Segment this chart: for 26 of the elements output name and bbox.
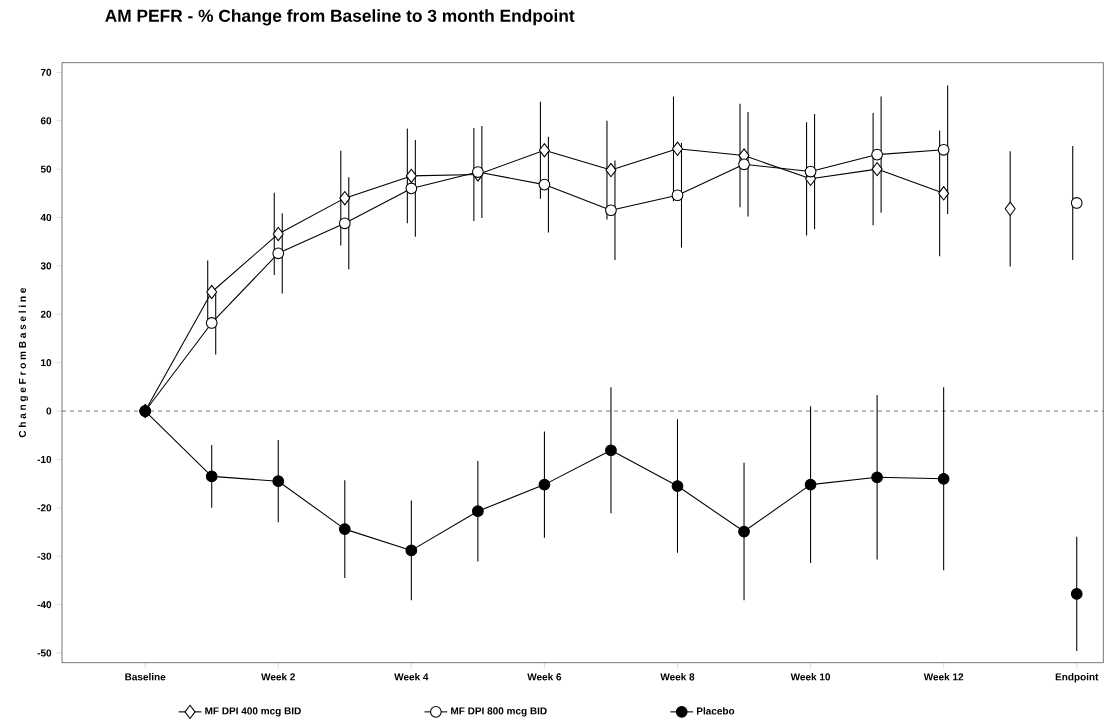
y-tick-label: -50 [37,649,52,657]
y-tick-label: 0 [46,407,52,415]
y-tick-label: -10 [37,455,52,463]
x-tick-label: Week 6 [527,673,562,681]
x-tick-label: Week 2 [261,673,295,681]
chart-title: AM PEFR - % Change from Baseline to 3 month Endpoint [105,9,575,26]
legend-label: Placebo [696,707,735,715]
y-tick-label: 70 [40,68,52,76]
y-axis-title: C h a n g e F r o m B a s e l i n e [18,287,28,438]
x-tick-label: Endpoint [1055,673,1099,683]
x-tick-label: Week 12 [923,673,964,681]
y-tick-label: -40 [37,601,52,609]
y-tick-label: 50 [40,165,52,173]
y-tick-label: 60 [40,117,52,125]
x-tick-label: Week 8 [660,673,695,681]
x-tick-label: Baseline [125,673,166,681]
y-tick-label: 30 [40,262,52,270]
y-tick-label: 20 [40,310,52,318]
y-tick-label: -20 [37,504,52,512]
y-tick-label: -30 [37,552,52,560]
y-tick-label: 40 [40,213,52,222]
x-tick-label: Week 4 [394,673,429,681]
y-tick-label: 10 [41,359,52,367]
legend-label: MF DPI 800 mcg BID [451,707,547,717]
x-tick-label: Week 10 [790,673,831,681]
legend-label: MF DPI 400 mcg BID [205,707,301,717]
